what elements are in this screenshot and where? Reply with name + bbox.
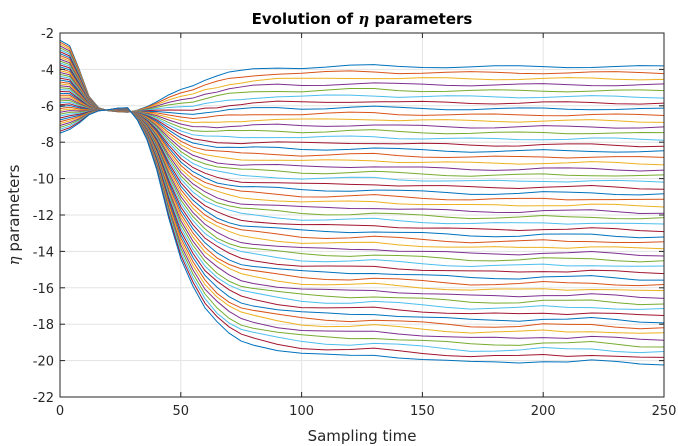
x-tick-label: 50 bbox=[173, 404, 190, 419]
chart-title: Evolution of η parameters bbox=[252, 10, 473, 28]
y-tick-label: -8 bbox=[41, 136, 54, 151]
x-tick-label: 250 bbox=[652, 404, 677, 419]
series-line-7 bbox=[59, 51, 665, 113]
x-axis-title: Sampling time bbox=[308, 427, 417, 445]
y-axis-title: η parameters bbox=[5, 164, 23, 265]
y-tick-label: -14 bbox=[33, 245, 54, 260]
series-line-50 bbox=[59, 107, 665, 366]
y-tick-label: -2 bbox=[41, 27, 54, 42]
y-tick-label: -16 bbox=[33, 282, 54, 297]
axis-ticks: 0 50 100 150 200 250 -22 -20 -18 -16 -14 -12 -10 -8 -6… bbox=[33, 27, 677, 419]
x-tick-label: 0 bbox=[56, 404, 64, 419]
x-tick-label: 150 bbox=[410, 404, 435, 419]
y-tick-label: -20 bbox=[33, 355, 54, 370]
y-tick-label: -18 bbox=[33, 318, 54, 333]
y-tick-label: -12 bbox=[33, 209, 54, 224]
series-lines bbox=[59, 39, 665, 366]
x-tick-label: 200 bbox=[531, 404, 556, 419]
x-tick-label: 100 bbox=[289, 404, 314, 419]
y-tick-label: -10 bbox=[33, 173, 54, 188]
y-tick-label: -22 bbox=[33, 391, 54, 406]
y-tick-label: -6 bbox=[41, 100, 54, 115]
y-tick-label: -4 bbox=[41, 63, 54, 78]
